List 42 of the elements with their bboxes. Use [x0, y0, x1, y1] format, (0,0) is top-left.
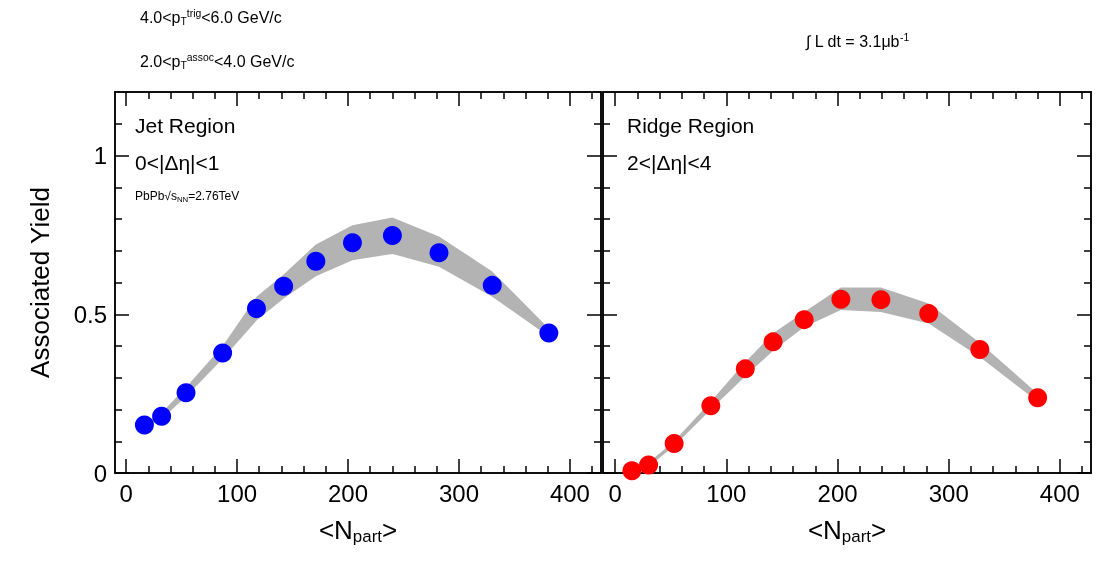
x-tick-label: 400 [1039, 479, 1080, 507]
y-tick-label: 0 [93, 459, 107, 487]
point [246, 299, 266, 319]
point [482, 275, 502, 295]
point [134, 415, 154, 435]
point [152, 406, 172, 426]
point [735, 359, 755, 379]
point [639, 455, 659, 475]
x-tick-label: 400 [549, 479, 590, 507]
point [1028, 388, 1048, 408]
point [664, 433, 684, 453]
point [970, 340, 990, 359]
point [831, 289, 851, 309]
point [176, 383, 196, 403]
x-tick-label: 0 [608, 479, 622, 507]
point [871, 290, 891, 310]
point [763, 332, 783, 352]
point [382, 226, 402, 245]
x-tick-label: 0 [119, 479, 133, 507]
x-tick-label: 200 [327, 479, 369, 507]
y-tick-label: 1 [93, 142, 107, 169]
x-tick-label: 300 [928, 479, 969, 507]
point [342, 233, 362, 253]
point [306, 251, 326, 271]
x-tick-label: 200 [817, 479, 858, 507]
point [213, 343, 233, 363]
annotation: Jet Region [135, 114, 236, 137]
point [539, 323, 559, 343]
point [274, 276, 294, 296]
point [429, 243, 449, 263]
x-tick-label: 100 [706, 479, 747, 507]
y-axis-title: Associated Yield [25, 187, 55, 378]
y-tick-label: 0.5 [73, 300, 107, 328]
point [919, 304, 939, 324]
annotation: Ridge Region [627, 114, 755, 137]
x-tick-label: 300 [438, 479, 479, 507]
x-tick-label: 100 [217, 479, 258, 507]
point [794, 310, 814, 330]
annotation: 2<|Δη|<4 [627, 151, 712, 174]
point [701, 396, 721, 416]
point [622, 461, 642, 481]
annotation: 0<|Δη|<1 [135, 151, 220, 174]
